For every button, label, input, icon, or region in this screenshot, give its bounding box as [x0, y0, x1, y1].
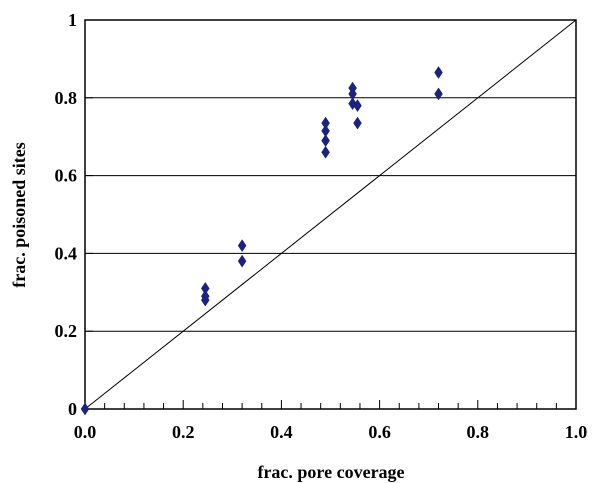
x-tick-label: 1.0 — [565, 422, 588, 442]
y-tick-label: 0.2 — [55, 321, 78, 341]
data-point — [321, 134, 330, 148]
y-tick-label: 0.6 — [55, 166, 78, 186]
y-axis-title: frac. poisoned sites — [9, 142, 29, 288]
reference-line — [84, 19, 577, 410]
x-tick-label: 0.6 — [368, 422, 391, 442]
axis-ticks — [84, 19, 577, 410]
data-point — [353, 99, 362, 113]
y-tick-label: 0.8 — [55, 88, 78, 108]
data-point — [80, 402, 90, 416]
data-point — [237, 239, 247, 253]
data-points — [80, 66, 443, 416]
plot-border — [84, 19, 577, 410]
data-point — [200, 293, 210, 307]
data-point — [434, 66, 443, 79]
y-tick-label: 0.4 — [55, 243, 78, 263]
x-tick-label: 0.4 — [270, 422, 293, 442]
data-point — [434, 87, 443, 101]
y-tick-label: 1 — [68, 10, 77, 30]
data-point — [353, 116, 362, 130]
x-tick-label: 0.0 — [74, 422, 97, 442]
y-tick-label: 0 — [68, 399, 77, 419]
x-tick-label: 0.8 — [467, 422, 490, 442]
gridlines — [85, 97, 576, 332]
reference-line-layer — [84, 19, 577, 410]
x-tick-label: 0.2 — [172, 422, 195, 442]
x-axis-title: frac. pore coverage — [257, 462, 404, 482]
data-point — [321, 145, 330, 159]
data-point — [237, 254, 247, 268]
plot-frame — [84, 19, 577, 410]
y-tick-labels: 0 0.2 0.4 0.6 0.8 1 — [55, 10, 78, 419]
x-tick-labels: 0.0 0.2 0.4 0.6 0.8 1.0 — [74, 422, 588, 442]
